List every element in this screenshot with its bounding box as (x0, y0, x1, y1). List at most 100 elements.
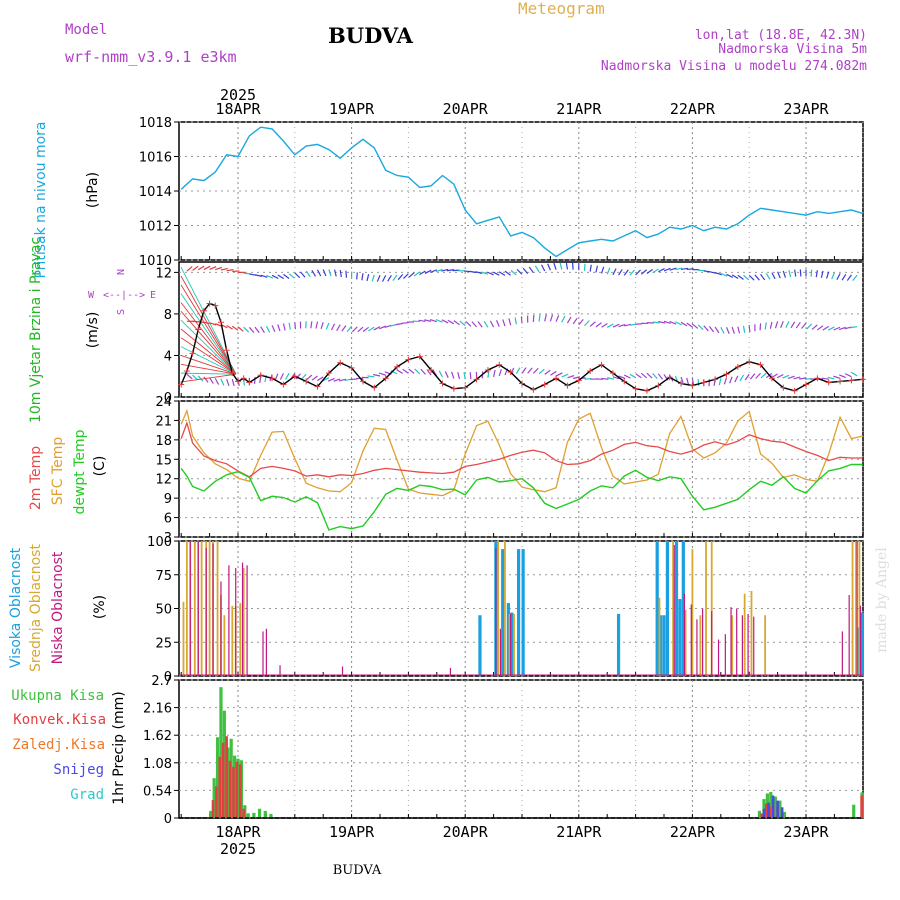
wind-arrow (397, 273, 404, 281)
total-rain-bar (219, 687, 223, 818)
wind-arrow (765, 273, 771, 280)
wind-panel: 0 4 8 12 (155, 261, 866, 406)
wind-arrow (810, 269, 813, 277)
cloud-low-bar (341, 666, 344, 676)
wind-arrow (646, 268, 653, 275)
cloud-low-bar (197, 541, 199, 676)
wind-arrow (777, 271, 781, 279)
wind-arrow (381, 275, 387, 282)
wind-arrow (271, 274, 279, 280)
temperature-tick-label: 15 (155, 453, 172, 468)
wind-arrow (522, 267, 529, 274)
wind-arrow (618, 323, 626, 328)
cloud-high-bar (860, 612, 864, 676)
wind-arrow (726, 273, 733, 278)
pressure-tick-label: 1014 (139, 185, 172, 200)
wind-arrow-long (180, 293, 237, 375)
cloud-high-bar (655, 541, 659, 676)
conv-rain-bar (235, 761, 239, 818)
cloud-low-bar (189, 541, 191, 676)
cloud-high-bar (510, 612, 514, 676)
conv-rain-bar (218, 756, 222, 818)
wind-arrow (600, 266, 605, 274)
wind-tick-label: 0 (164, 391, 172, 406)
cloud-mid-bar (185, 541, 188, 676)
conv-rain-bar (225, 736, 228, 818)
cloud-mid-bar (743, 593, 746, 676)
conv-rain-bar (764, 803, 768, 818)
wind-arrow (718, 378, 722, 386)
cloud-mid-bar (705, 541, 707, 676)
cloud-mid-bar (200, 541, 203, 676)
wind-arrow (339, 269, 342, 278)
wind-arrow (571, 262, 574, 270)
wind-arrow (316, 269, 322, 277)
cloud-mid-bar (504, 541, 506, 676)
wind-arrow (755, 372, 761, 379)
wind-arrow (748, 325, 751, 333)
precip-tick-label: 1.62 (143, 729, 172, 744)
total-rain-bar (263, 810, 267, 818)
temperature-frame (178, 400, 864, 538)
cloud-high-bar (678, 599, 682, 676)
credit-watermark: made by Angel (874, 547, 890, 653)
wind-arrow (453, 320, 460, 326)
wind-arrow (606, 267, 611, 275)
wind-arrow (572, 376, 581, 380)
conv-rain-bar (860, 795, 863, 818)
wind-arrow (197, 375, 204, 382)
wind-arrow (457, 372, 461, 380)
conv-rain-bar (215, 786, 218, 818)
bottom-day-label: 18APR (215, 823, 261, 841)
wind-arrow (799, 269, 802, 277)
conv-rain-bar (238, 764, 242, 818)
wind-arrow (737, 326, 741, 334)
wind-arrow (197, 265, 205, 271)
wind-arrow (396, 369, 404, 374)
wind-arrow (311, 375, 318, 381)
wind-arrow (346, 325, 353, 333)
wind-arrow-long (180, 284, 237, 375)
wind-arrow (220, 267, 228, 271)
wind-arrow (426, 369, 432, 376)
pressure-tick-label: 1016 (139, 151, 172, 166)
wind-arrow (618, 268, 623, 276)
cloud-high-bar (516, 549, 521, 676)
conv-rain-bar (242, 808, 245, 818)
wind-arrow-long (180, 319, 237, 375)
total-rain-bar (782, 811, 787, 818)
temperature-tick-label: 6 (164, 512, 172, 527)
wind-arrow (209, 266, 217, 270)
wind-arrow (435, 268, 443, 273)
wind-arrow (408, 272, 415, 278)
total-rain-bar (212, 778, 216, 818)
wind-arrow (538, 368, 545, 375)
cloud-high-bar (478, 615, 482, 676)
temp-dew-ylabel: dewpt Temp (72, 429, 88, 514)
wind-arrow (493, 369, 496, 377)
meteogram-title: Meteogram (518, 0, 605, 18)
cloud-low-bar (741, 615, 743, 676)
wind-arrow (527, 367, 533, 374)
cloud-mid-bar (855, 541, 857, 676)
wind-arrow (788, 270, 792, 278)
cloud-low-bar (730, 607, 732, 676)
top-day-label: 21APR (556, 100, 602, 118)
temperature-tick-label: 9 (164, 492, 172, 507)
temp-2m-line (180, 420, 863, 478)
wind-arrow (754, 274, 760, 281)
cloud-low-bar (736, 608, 738, 676)
wind-arrow (850, 325, 858, 329)
bottom-day-label: 19APR (329, 823, 375, 841)
wind-arrow (209, 377, 214, 384)
wind-arrow (838, 326, 846, 331)
cloud-mid-bar (658, 597, 661, 676)
wind-arrow (209, 322, 217, 326)
wind-arrow (279, 373, 284, 380)
total-rain-bar (269, 813, 273, 818)
wind-arrow (322, 377, 330, 382)
wind-arrow (330, 323, 336, 331)
wind-arrow (744, 373, 750, 381)
wind-arrow (771, 272, 776, 280)
wind-arrow (333, 269, 337, 277)
